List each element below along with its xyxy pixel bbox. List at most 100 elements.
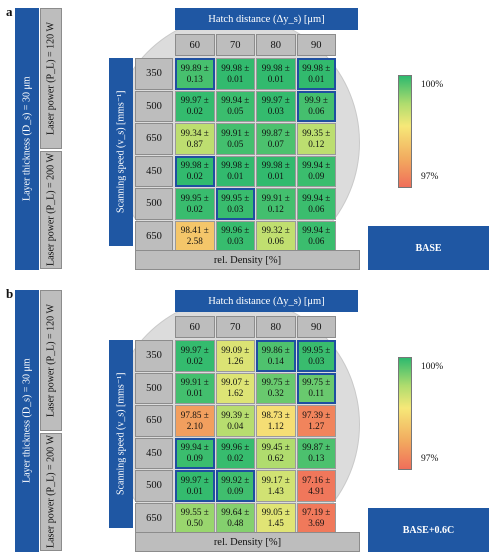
cell-error: 4.91 xyxy=(308,485,325,496)
alloy-variant-label: BASE+0.6C xyxy=(368,508,489,552)
cell-text: 99.9 ±0.06 xyxy=(305,95,328,117)
cell-value: 99.75 ± xyxy=(261,377,290,388)
cell-value: 99.96 ± xyxy=(221,225,250,236)
cell-error: 0.03 xyxy=(227,236,244,247)
colorbar-min-label: 97% xyxy=(421,172,439,182)
colorbar-min-label: 97% xyxy=(421,454,439,464)
heatmap-cell: 99.91 ±0.12 xyxy=(256,188,296,220)
cell-error: 0.06 xyxy=(308,236,325,247)
cell-error: 0.01 xyxy=(308,73,325,84)
cell-value: 99.55 ± xyxy=(180,507,209,518)
heatmap-cell: 99.97 ±0.01 xyxy=(175,470,215,502)
heatmap-cell: 99.98 ±0.01 xyxy=(215,58,255,90)
heatmap-cell: 99.07 ±1.62 xyxy=(215,372,255,404)
cell-text: 98.73 ±1.12 xyxy=(262,410,290,432)
row-header: 650 xyxy=(135,405,173,437)
heatmap-cell: 98.41 ±2.58 xyxy=(175,220,215,252)
cell-value: 99.87 ± xyxy=(261,127,290,138)
heatmap-cell: 99.95 ±0.02 xyxy=(175,188,215,220)
row-header: 450 xyxy=(135,155,173,187)
cell-text: 99.07 ±1.62 xyxy=(221,377,249,399)
cell-text: 99.98 ±0.01 xyxy=(221,160,249,182)
heatmap-cell: 99.32 ±0.06 xyxy=(256,220,296,252)
density-label: rel. Density [%] xyxy=(135,532,360,552)
cell-text: 97.19 ±3.69 xyxy=(302,507,330,529)
heatmap-cell: 99.91 ±0.05 xyxy=(215,123,255,155)
cell-error: 1.62 xyxy=(227,388,244,399)
laser-power-label-200: Laser power (P_L) = 200 W xyxy=(40,151,62,269)
cell-value: 99.98 ± xyxy=(302,62,331,73)
cell-text: 99.94 ±0.05 xyxy=(221,95,249,117)
cell-text: 99.09 ±1.26 xyxy=(221,345,249,367)
heatmap-cell: 99.64 ±0.48 xyxy=(215,502,255,534)
cell-value: 99.17 ± xyxy=(261,474,290,485)
cell-error: 0.01 xyxy=(267,73,284,84)
cell-error: 0.87 xyxy=(186,138,203,149)
cell-text: 97.39 ±1.27 xyxy=(302,410,330,432)
cell-value: 99.05 ± xyxy=(261,507,290,518)
heatmap-cell: 97.39 ±1.27 xyxy=(296,405,336,437)
column-header: 60 xyxy=(175,34,215,56)
hatch-distance-title: Hatch distance (Δy_s) [μm] xyxy=(175,8,358,30)
heatmap-cell: 97.85 ±2.10 xyxy=(175,405,215,437)
cell-text: 97.16 ±4.91 xyxy=(302,475,330,497)
row-header: 450 xyxy=(135,437,173,469)
panel-label: b xyxy=(6,286,14,301)
cell-value: 99.94 ± xyxy=(302,160,331,171)
heatmap-cell: 98.73 ±1.12 xyxy=(256,405,296,437)
heatmap-cell: 99.45 ±0.62 xyxy=(256,437,296,469)
cell-text: 99.91 ±0.05 xyxy=(221,128,249,150)
cell-text: 99.91 ±0.12 xyxy=(262,193,290,215)
cell-error: 0.06 xyxy=(308,106,325,117)
heatmap-cell: 97.16 ±4.91 xyxy=(296,470,336,502)
cell-error: 0.03 xyxy=(227,203,244,214)
panel-label: a xyxy=(6,4,13,19)
heatmap-cell: 99.09 ±1.26 xyxy=(215,340,255,372)
cell-text: 99.97 ±0.03 xyxy=(262,95,290,117)
cell-value: 99.96 ± xyxy=(221,442,250,453)
cell-value: 99.95 ± xyxy=(302,344,331,355)
cell-error: 0.48 xyxy=(227,518,244,529)
cell-value: 99.97 ± xyxy=(180,344,209,355)
cell-error: 0.11 xyxy=(308,388,325,399)
heatmap-cell: 99.97 ±0.02 xyxy=(175,90,215,122)
heatmap-cell: 99.87 ±0.07 xyxy=(256,123,296,155)
cell-text: 99.91 ±0.01 xyxy=(181,377,209,399)
layer-thickness-label: Layer thickness (D_s) = 30 μm xyxy=(15,290,39,552)
cell-text: 99.97 ±0.02 xyxy=(181,95,209,117)
cell-value: 99.94 ± xyxy=(180,442,209,453)
cell-error: 0.06 xyxy=(267,236,284,247)
heatmap-cell: 99.05 ±1.45 xyxy=(256,502,296,534)
cell-error: 0.01 xyxy=(186,485,203,496)
column-header: 80 xyxy=(256,316,296,338)
cell-value: 99.98 ± xyxy=(221,160,250,171)
cell-text: 99.98 ±0.01 xyxy=(262,63,290,85)
cell-value: 99.07 ± xyxy=(221,377,250,388)
cell-text: 99.17 ±1.43 xyxy=(262,475,290,497)
cell-text: 99.98 ±0.02 xyxy=(181,160,209,182)
heatmap-cell: 99.96 ±0.03 xyxy=(215,220,255,252)
cell-text: 99.95 ±0.02 xyxy=(181,193,209,215)
cell-value: 99.94 ± xyxy=(221,95,250,106)
row-header: 350 xyxy=(135,340,173,372)
cell-value: 99.98 ± xyxy=(180,160,209,171)
column-header: 90 xyxy=(296,316,336,338)
colorbar-max-label: 100% xyxy=(421,362,444,372)
cell-value: 99.34 ± xyxy=(180,127,209,138)
cell-value: 99.75 ± xyxy=(302,377,331,388)
cell-error: 0.01 xyxy=(227,171,244,182)
cell-value: 99.91 ± xyxy=(180,377,209,388)
cell-error: 0.09 xyxy=(308,171,325,182)
scanning-speed-title: Scanning speed (v_s) [mms⁻¹] xyxy=(109,340,133,528)
cell-error: 0.02 xyxy=(186,355,203,366)
cell-value: 99.95 ± xyxy=(180,192,209,203)
cell-error: 0.04 xyxy=(227,420,244,431)
column-header: 60 xyxy=(175,316,215,338)
cell-value: 97.16 ± xyxy=(302,474,331,485)
cell-text: 98.41 ±2.58 xyxy=(181,225,209,247)
cell-value: 99.98 ± xyxy=(261,160,290,171)
cell-value: 99.91 ± xyxy=(261,192,290,203)
cell-value: 99.98 ± xyxy=(221,62,250,73)
density-label: rel. Density [%] xyxy=(135,250,360,270)
column-header: 80 xyxy=(256,34,296,56)
